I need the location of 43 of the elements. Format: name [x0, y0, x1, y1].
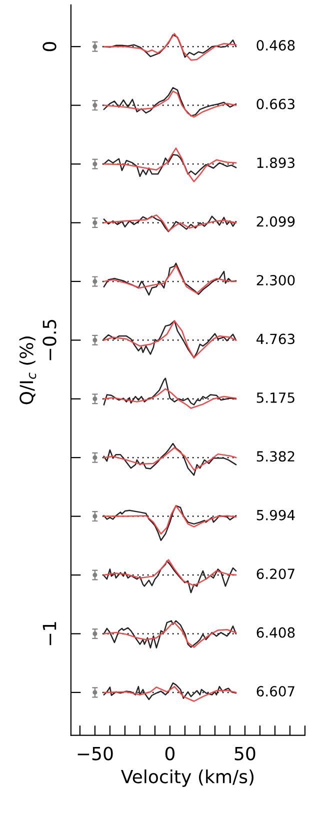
point [92, 572, 98, 578]
point [92, 162, 98, 166]
point [92, 103, 98, 108]
annotation: 2.300 [256, 274, 295, 286]
line-series [103, 560, 237, 594]
annotation: 1.893 [257, 158, 294, 168]
annotation: 5.175 [256, 392, 294, 403]
line-series [103, 505, 237, 535]
point [92, 44, 98, 49]
x-axis-title: Velocity (km/s) [120, 769, 254, 787]
y-tick-label: −1 [42, 622, 56, 646]
y-axis-title: Q/I$_{c}$ (%) [19, 336, 36, 404]
line-series [103, 682, 237, 700]
line-series [103, 320, 237, 358]
line-series [103, 154, 237, 177]
annotation: 6.207 [256, 568, 294, 580]
annotation: 6.607 [256, 686, 294, 697]
line-series [103, 686, 237, 702]
y-tick-label: −0.5 [42, 320, 56, 360]
line-series [103, 442, 237, 476]
line-series [103, 446, 237, 471]
annotation: 5.994 [256, 510, 295, 520]
x-tick-label: −50 [78, 746, 113, 760]
line-series [103, 559, 237, 586]
point [92, 455, 98, 460]
point [92, 279, 98, 284]
line-series [103, 505, 237, 541]
annotation: 5.382 [256, 451, 294, 462]
annotation: 0.468 [256, 40, 295, 51]
point [92, 690, 98, 695]
x-tick-label: 50 [234, 746, 256, 760]
point [92, 338, 98, 342]
line-series [103, 148, 237, 182]
point [92, 396, 98, 402]
line-series [103, 388, 237, 409]
point [92, 514, 98, 519]
x-tick-label: 0 [165, 746, 174, 760]
annotation: 2.099 [256, 216, 295, 227]
line-series [103, 378, 237, 406]
annotation: 6.408 [256, 627, 295, 638]
y-tick-label: 0 [42, 42, 56, 52]
annotation: 0.663 [256, 98, 294, 110]
annotation: 4.763 [256, 334, 294, 344]
